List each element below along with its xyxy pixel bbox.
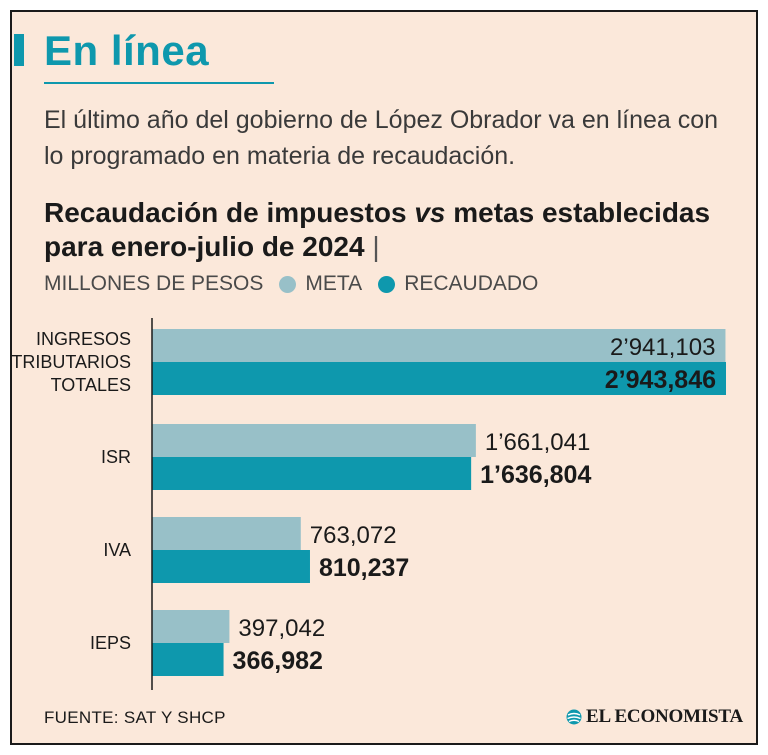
data-label-meta: 1’661,041 <box>485 429 590 456</box>
bar-recaudado <box>152 643 224 676</box>
title-accent-bar <box>14 34 24 66</box>
data-label-meta: 397,042 <box>238 615 325 642</box>
units-label: MILLONES DE PESOS <box>44 272 264 295</box>
category-label: TRIBUTARIOS <box>11 352 131 372</box>
legend-entry-recaudado: RECAUDADO <box>362 272 538 296</box>
legend-label-meta: META <box>305 272 363 295</box>
page-title: En línea <box>44 27 210 74</box>
chart-title-vs: vs <box>414 197 446 228</box>
bar-meta <box>152 329 726 362</box>
data-label-recaudado: 366,982 <box>233 647 323 675</box>
legend-entry-meta: META <box>263 272 362 296</box>
data-label-meta: 763,072 <box>310 522 397 549</box>
chart-title: Recaudación de impuestos vs metas establ… <box>44 196 734 264</box>
bar-meta <box>152 610 230 643</box>
page-subtitle: El último año del gobierno de López Obra… <box>44 106 719 170</box>
category-label: TOTALES <box>51 375 131 395</box>
category-label: IVA <box>103 540 131 560</box>
legend-label-recaudado: RECAUDADO <box>404 272 539 295</box>
bar-meta <box>152 517 301 550</box>
publisher-name: EL ECONOMISTA <box>586 706 743 727</box>
title-underline <box>44 82 274 84</box>
category-label: ISR <box>101 447 131 467</box>
chart-title-part1: Recaudación de impuestos <box>44 197 415 228</box>
data-label-recaudado: 1’636,804 <box>480 461 591 489</box>
legend-swatch-recaudado <box>378 275 396 293</box>
chart-title-separator: | <box>372 231 380 262</box>
category-label: IEPS <box>90 633 131 653</box>
chart-title-part2: metas establecidas para enero-julio de 2… <box>44 197 711 262</box>
bar-recaudado <box>152 362 726 395</box>
data-label-meta: 2’941,103 <box>610 334 715 361</box>
bar-recaudado <box>152 457 472 490</box>
publisher-logo: EL ECONOMISTA <box>566 706 743 728</box>
bar-meta <box>152 424 476 457</box>
chart-legend: MILLONES DE PESOS META RECAUDADO <box>44 272 538 296</box>
source-note: FUENTE: SAT Y SHCP <box>44 708 226 727</box>
legend-swatch-meta <box>279 275 297 293</box>
category-label: INGRESOS <box>36 329 131 349</box>
bar-recaudado <box>152 550 310 583</box>
globe-icon <box>566 709 582 725</box>
data-label-recaudado: 2’943,846 <box>605 366 716 394</box>
data-label-recaudado: 810,237 <box>319 554 409 582</box>
